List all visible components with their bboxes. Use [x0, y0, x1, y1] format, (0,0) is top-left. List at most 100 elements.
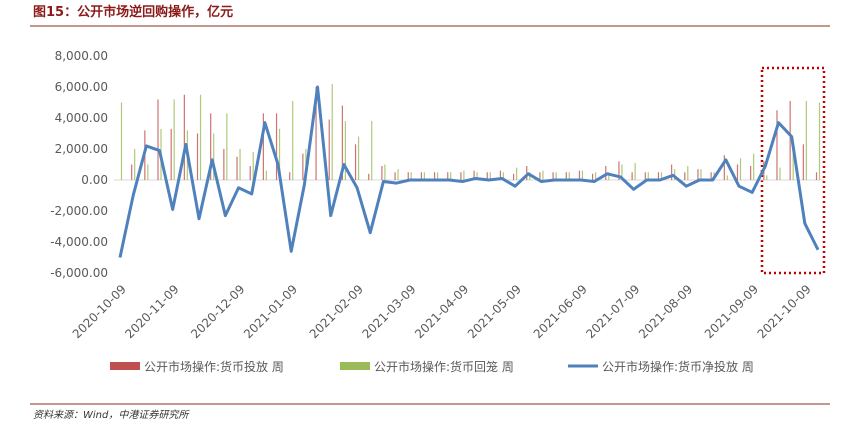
legend-swatch: [110, 362, 140, 370]
bar: [436, 172, 439, 180]
bar: [381, 166, 383, 180]
bar: [210, 113, 212, 180]
bar: [147, 164, 149, 180]
x-tick-label: 2020-10-09: [70, 282, 129, 341]
x-tick-label: 2021-07-09: [583, 282, 642, 341]
bar: [278, 128, 281, 180]
bar: [302, 153, 304, 180]
bar: [249, 166, 251, 180]
bar: [239, 149, 241, 180]
x-tick-label: 2021-08-09: [636, 282, 695, 341]
legend-label: 公开市场操作:货币回笼 周: [374, 359, 514, 374]
bar: [196, 133, 199, 180]
y-tick-label: -6,000.00: [50, 266, 108, 280]
bar: [792, 144, 794, 180]
chart-title: 图15：公开市场逆回购操作，亿元: [33, 4, 233, 20]
bar: [447, 172, 449, 180]
x-tick-label: 2020-11-09: [122, 282, 181, 341]
bar: [700, 169, 702, 180]
bar: [766, 175, 768, 180]
bar: [789, 100, 791, 180]
bar: [252, 152, 254, 180]
y-tick-label: 0.00: [81, 173, 108, 187]
bar: [371, 121, 373, 180]
bar: [131, 164, 133, 180]
bar: [710, 172, 712, 180]
bar: [736, 164, 739, 180]
bar: [631, 172, 633, 180]
bar: [634, 162, 636, 180]
y-tick-label: -2,000.00: [50, 204, 108, 218]
bar: [213, 133, 215, 180]
bar: [687, 166, 689, 180]
bar: [644, 172, 646, 180]
bar: [489, 172, 491, 180]
bar: [473, 170, 475, 180]
bar: [262, 113, 264, 180]
bar: [539, 172, 541, 180]
bar: [526, 166, 528, 180]
bar: [420, 172, 423, 180]
bar: [341, 105, 343, 180]
bar: [183, 94, 185, 180]
bar: [173, 99, 175, 180]
bar: [592, 173, 594, 180]
bar: [265, 170, 267, 180]
bar: [134, 149, 136, 180]
bar: [739, 158, 742, 180]
x-tick-label: 2021-06-09: [531, 282, 590, 341]
bar: [223, 149, 225, 180]
bar: [753, 153, 755, 180]
x-tick-label: 2021-01-09: [241, 282, 300, 341]
bar: [776, 110, 778, 180]
bar: [157, 99, 159, 180]
source: 资料来源：Wind，中港证券研究所: [33, 409, 190, 421]
bar: [657, 172, 660, 180]
bar: [618, 161, 620, 180]
bar: [170, 128, 172, 180]
bar: [450, 172, 452, 180]
x-tick-label: 2021-04-09: [412, 282, 471, 341]
legend-swatch: [340, 362, 370, 370]
legend-label: 公开市场操作:货币净投放 周: [602, 359, 754, 374]
bar: [805, 100, 807, 180]
bar: [410, 172, 412, 180]
bar: [433, 172, 436, 180]
x-tick-label: 2020-12-09: [188, 282, 247, 341]
bar: [552, 172, 554, 180]
bar: [802, 144, 804, 180]
bar: [331, 83, 333, 180]
bar: [578, 170, 581, 180]
bar: [581, 170, 584, 180]
bar: [674, 169, 676, 180]
bar: [499, 170, 502, 180]
bar: [344, 121, 346, 180]
y-tick-label: 4,000.00: [55, 111, 108, 125]
y-tick-label: -4,000.00: [50, 235, 108, 249]
bar: [463, 170, 465, 180]
bar: [726, 175, 728, 180]
x-tick-label: 2021-10-09: [755, 282, 814, 341]
x-tick-label: 2021-05-09: [465, 282, 524, 341]
bar: [354, 144, 357, 180]
bar: [328, 119, 330, 180]
bar: [779, 167, 781, 180]
bar: [226, 113, 228, 180]
bar: [476, 172, 478, 180]
legend-label: 公开市场操作:货币投放 周: [144, 359, 284, 374]
bar: [684, 172, 686, 180]
bar: [460, 172, 462, 180]
x-tick-label: 2021-02-09: [307, 282, 366, 341]
bar: [815, 172, 818, 180]
bar: [595, 172, 597, 180]
bar: [697, 169, 699, 180]
bar: [608, 172, 610, 180]
bar: [315, 87, 317, 180]
bar: [660, 172, 663, 180]
bar: [289, 172, 291, 180]
bar: [542, 170, 544, 180]
bar: [515, 167, 518, 180]
bar: [275, 113, 278, 180]
line: [118, 85, 820, 258]
